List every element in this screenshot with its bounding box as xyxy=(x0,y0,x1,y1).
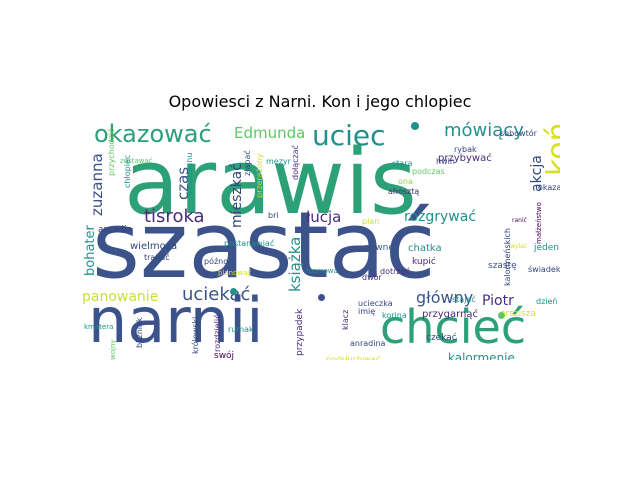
word: anradina xyxy=(350,339,386,348)
word: główny xyxy=(416,288,474,307)
word: planować xyxy=(218,269,252,277)
word: plan xyxy=(362,217,380,226)
word: koń xyxy=(541,122,560,176)
word: wojny xyxy=(109,339,117,360)
word: zuzanna xyxy=(88,153,106,216)
word: tisroka xyxy=(144,206,205,227)
word: arawis xyxy=(124,130,417,235)
word: arszisza xyxy=(500,309,537,319)
word: późno xyxy=(204,257,229,266)
word: korina xyxy=(382,311,407,320)
word: mezyr xyxy=(266,157,291,166)
word: kalormeńskich xyxy=(503,228,512,286)
word: bohater xyxy=(83,225,98,276)
word: jeden xyxy=(534,243,559,253)
word: mówiący xyxy=(444,120,524,141)
word: rozgrywać xyxy=(404,209,477,225)
word: królewski xyxy=(191,316,200,354)
word: rozdzielić xyxy=(213,314,222,352)
word: wielmoża xyxy=(130,241,178,252)
chart-title: Opowiesci z Narni. Kon i jego chlopiec xyxy=(168,92,472,111)
word: stara xyxy=(392,159,413,168)
word: ranić xyxy=(512,217,527,224)
word: swój xyxy=(214,351,235,361)
word: mieszkać xyxy=(229,163,245,228)
word: kalormenie xyxy=(448,351,515,360)
word: sobowtór xyxy=(500,129,537,138)
word: zostawać xyxy=(120,157,153,165)
word: klacz xyxy=(341,309,350,330)
word: dołączać xyxy=(291,144,300,180)
word: uciekać xyxy=(182,284,251,305)
word: chatka xyxy=(408,243,442,254)
word: bliźniak xyxy=(135,317,144,348)
word: wylać xyxy=(510,243,528,250)
word: rybak xyxy=(454,145,477,154)
word: imię xyxy=(358,307,376,316)
word: uciec xyxy=(312,120,386,152)
word: szastać xyxy=(92,192,436,299)
word: kmatera xyxy=(84,323,114,331)
word: stajać xyxy=(452,295,476,304)
dot-glyph xyxy=(318,294,325,301)
word-cloud: arawis szastać narnii chcieć okazować uc… xyxy=(80,120,560,360)
word: książka xyxy=(286,236,304,292)
word: ahosztą xyxy=(388,187,420,196)
word: świadek xyxy=(528,265,560,274)
word: Edmunda xyxy=(234,124,306,142)
word: przerażony xyxy=(255,153,264,198)
word: przygarnąć xyxy=(422,309,479,320)
word: panowanie xyxy=(82,289,159,305)
dot-glyph xyxy=(411,122,419,130)
dot-glyph xyxy=(498,312,505,319)
word: bri xyxy=(268,211,279,220)
word: czekać xyxy=(426,333,457,343)
word: okazać xyxy=(538,183,560,192)
word: anradin xyxy=(98,225,133,235)
word: łucja xyxy=(306,208,342,226)
word: dotrzeć xyxy=(380,267,410,276)
dot-glyph xyxy=(230,288,237,295)
word: przybywać xyxy=(438,153,492,164)
word: rumak xyxy=(228,325,254,334)
word: ucieczka xyxy=(358,299,393,308)
word: hwin xyxy=(436,157,455,166)
word: przychodzić xyxy=(107,128,116,176)
word: taszbaanu xyxy=(185,152,194,194)
word: kupić xyxy=(412,257,436,267)
word: dwór xyxy=(362,273,382,282)
word: ona xyxy=(398,177,413,186)
word: chcieć xyxy=(380,300,527,354)
word: okazować xyxy=(94,120,212,148)
word: postanawiać xyxy=(224,239,275,248)
word: pewne xyxy=(364,243,394,253)
word: dzień xyxy=(536,297,558,306)
word: podsłuchiwać xyxy=(326,355,381,361)
word: szastę xyxy=(488,261,517,271)
word: podczas xyxy=(412,167,445,176)
word: przypadek xyxy=(295,308,305,356)
word: złapać xyxy=(243,150,252,176)
word: chłopiec xyxy=(123,154,132,188)
word: Piotr xyxy=(482,293,514,309)
word: małżeństwo xyxy=(535,202,543,244)
word: narnii xyxy=(88,284,264,357)
word: rozmowa xyxy=(306,267,338,275)
word: trafiać xyxy=(144,253,170,262)
